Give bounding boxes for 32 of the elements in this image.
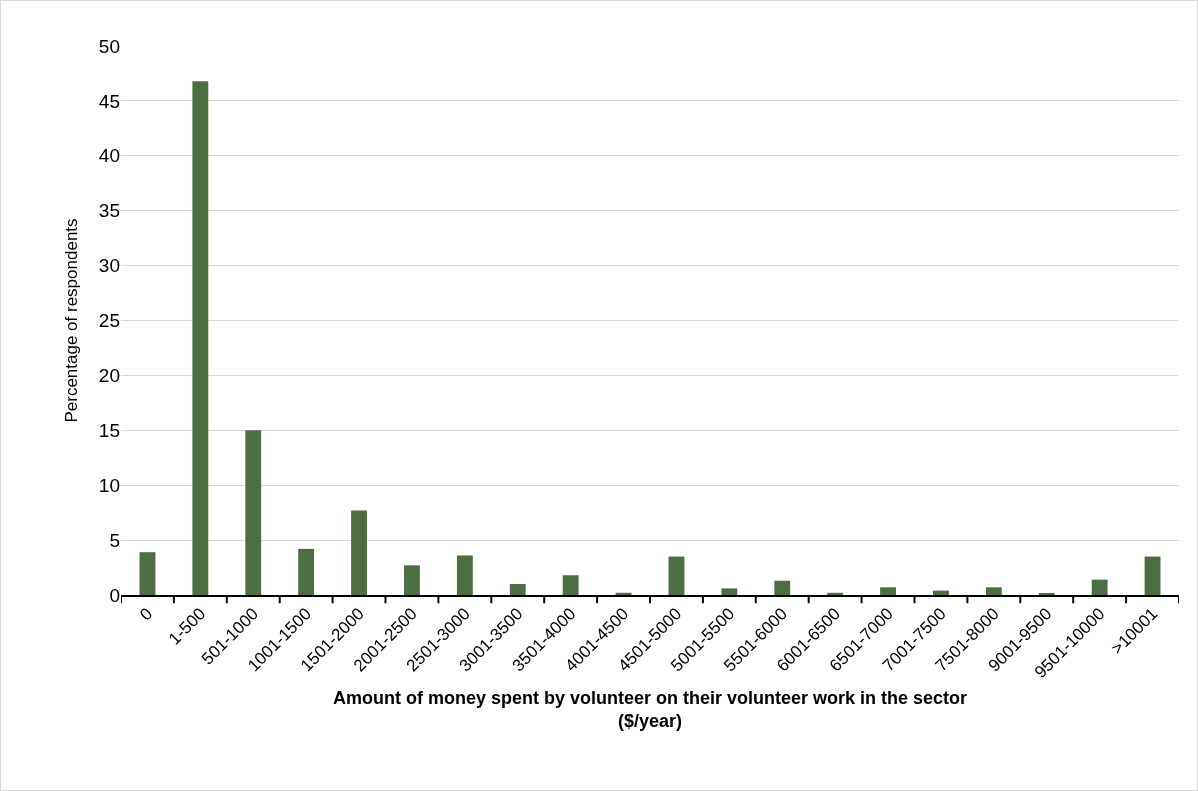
y-tick-label: 5 xyxy=(109,529,120,551)
bar xyxy=(351,510,367,595)
y-tick-label: 50 xyxy=(98,35,120,57)
y-tick-label: 40 xyxy=(98,145,120,167)
bar xyxy=(668,556,685,595)
y-tick-label: 15 xyxy=(98,419,120,441)
y-tick-label: 30 xyxy=(98,255,120,277)
y-tick-label: 25 xyxy=(98,310,120,332)
y-tick-label: 10 xyxy=(98,474,120,496)
y-axis-title: Percentage of respondents xyxy=(62,218,81,423)
y-tick-label: 45 xyxy=(98,90,120,112)
y-tick-label: 0 xyxy=(109,584,120,606)
bar xyxy=(774,580,791,595)
bar xyxy=(562,575,579,595)
bar xyxy=(139,552,156,595)
bar xyxy=(985,587,1002,595)
bar xyxy=(245,430,262,595)
bar xyxy=(1091,579,1108,595)
y-tick-label: 20 xyxy=(98,365,120,387)
y-tick-label: 35 xyxy=(98,200,120,222)
x-axis-title: Amount of money spent by volunteer on their volunteer work in the sector ($/year) xyxy=(332,687,968,731)
bar xyxy=(192,81,209,595)
bar xyxy=(933,590,949,595)
bar xyxy=(404,565,420,595)
x-tick-label: 0 xyxy=(136,604,157,625)
bar xyxy=(827,592,844,595)
bar xyxy=(1144,556,1161,595)
bar xyxy=(298,548,315,595)
bar xyxy=(721,588,738,595)
bar xyxy=(880,587,896,595)
bar xyxy=(456,555,473,595)
bar xyxy=(509,584,526,595)
